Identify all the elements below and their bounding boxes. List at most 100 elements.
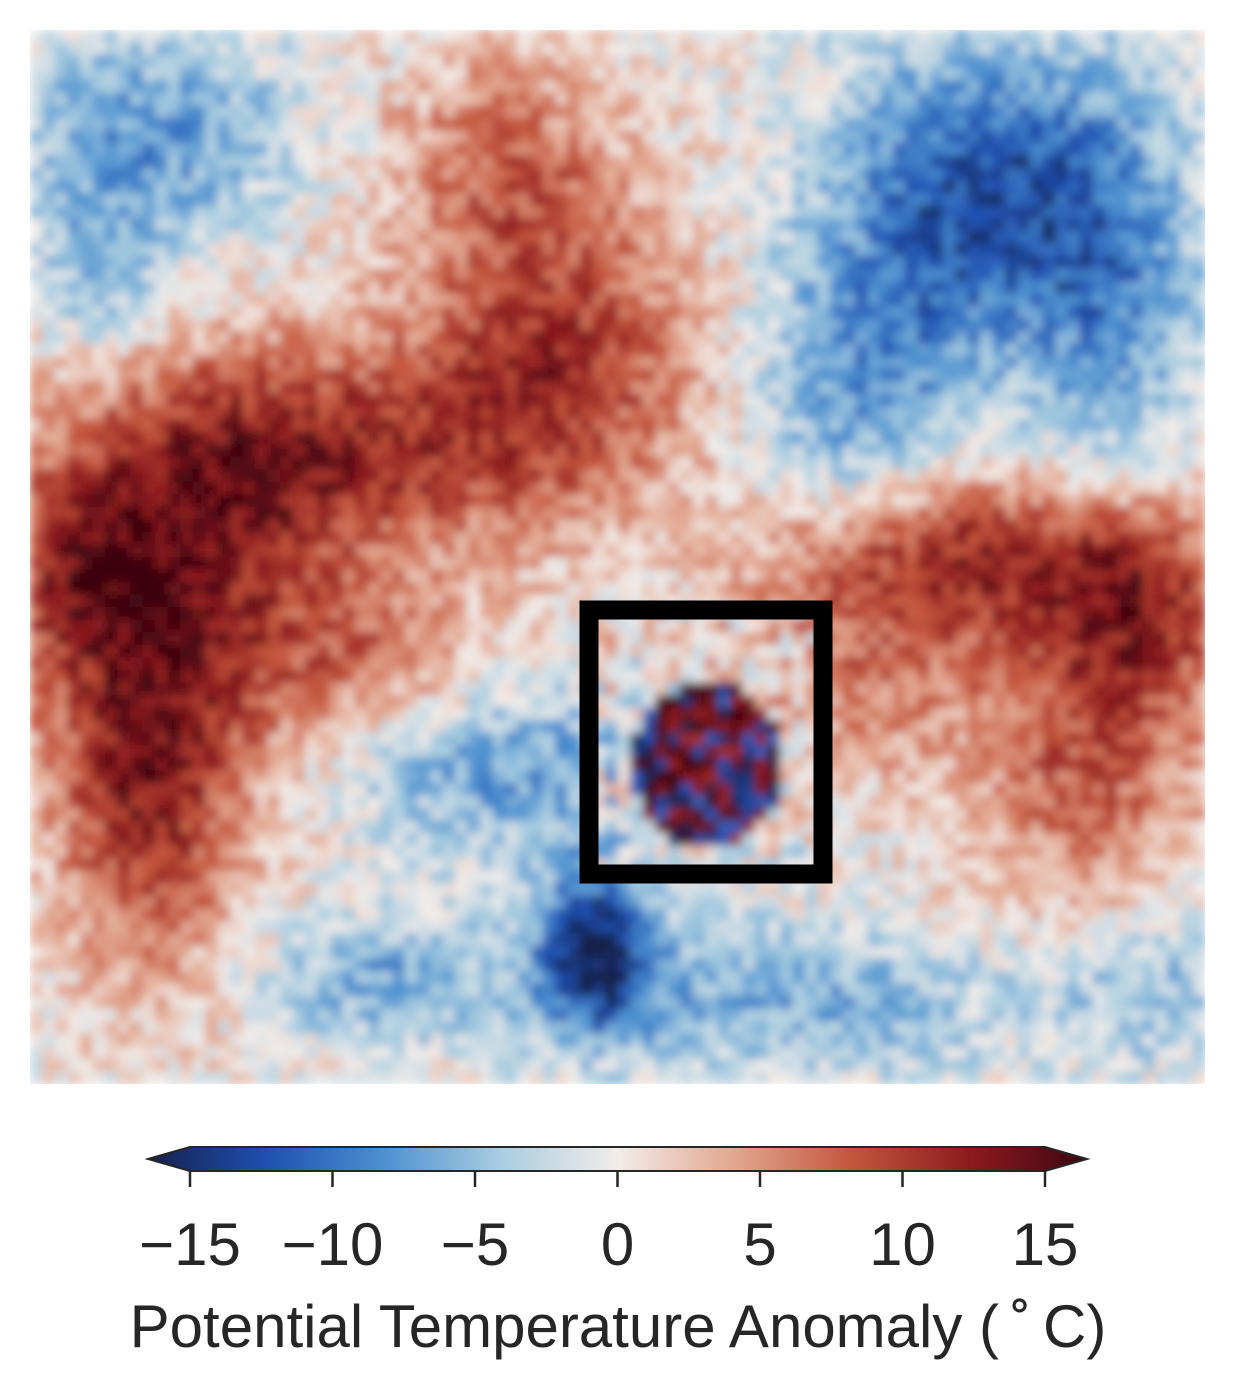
field-cell xyxy=(342,356,356,370)
field-cell xyxy=(730,657,744,671)
field-cell xyxy=(55,519,69,533)
field-cell xyxy=(405,218,419,232)
field-cell xyxy=(942,105,956,119)
field-cell xyxy=(1180,67,1194,82)
field-cell xyxy=(167,481,181,496)
field-cell xyxy=(242,569,256,583)
field-cell xyxy=(355,557,369,571)
field-cell xyxy=(167,506,181,521)
field-cell xyxy=(1042,180,1056,195)
field-cell xyxy=(942,55,956,69)
field-cell xyxy=(517,306,531,320)
field-cell xyxy=(117,343,131,358)
field-cell xyxy=(280,393,294,408)
field-cell xyxy=(930,92,944,107)
field-cell xyxy=(55,657,69,671)
field-cell xyxy=(867,180,881,195)
field-cell xyxy=(1117,193,1131,207)
field-cell xyxy=(205,293,219,307)
field-cell xyxy=(1030,607,1044,621)
field-cell xyxy=(505,281,519,295)
field-cell xyxy=(1017,193,1031,207)
field-cell xyxy=(430,393,444,408)
field-cell xyxy=(917,531,931,546)
field-cell xyxy=(1080,268,1094,282)
field-cell xyxy=(317,218,331,232)
field-cell xyxy=(555,92,569,107)
field-cell xyxy=(917,281,931,295)
field-cell xyxy=(855,594,869,609)
field-cell xyxy=(392,180,406,195)
field-cell xyxy=(405,619,419,634)
field-cell xyxy=(192,255,206,270)
field-cell xyxy=(280,569,294,583)
field-cell xyxy=(67,481,81,496)
field-cell xyxy=(842,531,856,546)
field-cell xyxy=(1155,142,1169,157)
field-cell xyxy=(1117,582,1131,596)
field-cell xyxy=(905,155,919,169)
field-cell xyxy=(667,293,681,307)
field-cell xyxy=(580,544,594,558)
field-cell xyxy=(67,67,81,82)
field-cell xyxy=(1192,130,1205,144)
field-cell xyxy=(780,632,794,646)
field-cell xyxy=(667,569,681,583)
field-cell xyxy=(1017,331,1031,345)
field-cell xyxy=(605,92,619,107)
field-cell xyxy=(1105,456,1119,471)
field-cell xyxy=(330,55,344,69)
field-cell xyxy=(855,544,869,558)
field-cell xyxy=(630,168,644,182)
field-cell xyxy=(1117,431,1131,445)
field-cell xyxy=(1055,318,1069,333)
field-cell xyxy=(767,356,781,370)
field-cell xyxy=(905,130,919,144)
field-cell xyxy=(855,80,869,94)
field-cell xyxy=(1155,117,1169,132)
field-cell xyxy=(955,519,969,533)
field-cell xyxy=(692,117,706,132)
field-cell xyxy=(105,569,119,583)
field-cell xyxy=(1042,67,1056,82)
field-cell xyxy=(880,306,894,320)
field-cell xyxy=(630,306,644,320)
field-cell xyxy=(1042,218,1056,232)
field-cell xyxy=(817,306,831,320)
field-cell xyxy=(467,331,481,345)
field-cell xyxy=(667,318,681,333)
field-cell xyxy=(767,481,781,496)
field-cell xyxy=(992,607,1006,621)
field-cell xyxy=(692,218,706,232)
field-cell xyxy=(717,268,731,282)
field-cell xyxy=(530,469,544,483)
field-cell xyxy=(567,669,581,684)
field-cell xyxy=(1017,594,1031,609)
field-cell xyxy=(392,155,406,169)
field-cell xyxy=(1167,193,1181,207)
field-cell xyxy=(142,230,156,245)
field-cell xyxy=(867,356,881,370)
field-cell xyxy=(380,80,394,94)
field-cell xyxy=(1167,582,1181,596)
field-cell xyxy=(392,682,406,696)
field-cell xyxy=(605,456,619,471)
field-cell xyxy=(617,306,631,320)
field-cell xyxy=(192,55,206,69)
field-cell xyxy=(517,230,531,245)
field-cell xyxy=(992,632,1006,646)
field-cell xyxy=(805,105,819,119)
field-cell xyxy=(905,92,919,107)
field-cell xyxy=(792,230,806,245)
field-cell xyxy=(417,243,431,257)
field-cell xyxy=(930,306,944,320)
field-cell xyxy=(742,444,756,458)
field-cell xyxy=(542,30,556,44)
field-cell xyxy=(1130,155,1144,169)
field-cell xyxy=(592,243,606,257)
field-cell xyxy=(292,343,306,358)
field-cell xyxy=(567,469,581,483)
field-cell xyxy=(1080,594,1094,609)
field-cell xyxy=(217,557,231,571)
field-cell xyxy=(205,243,219,257)
